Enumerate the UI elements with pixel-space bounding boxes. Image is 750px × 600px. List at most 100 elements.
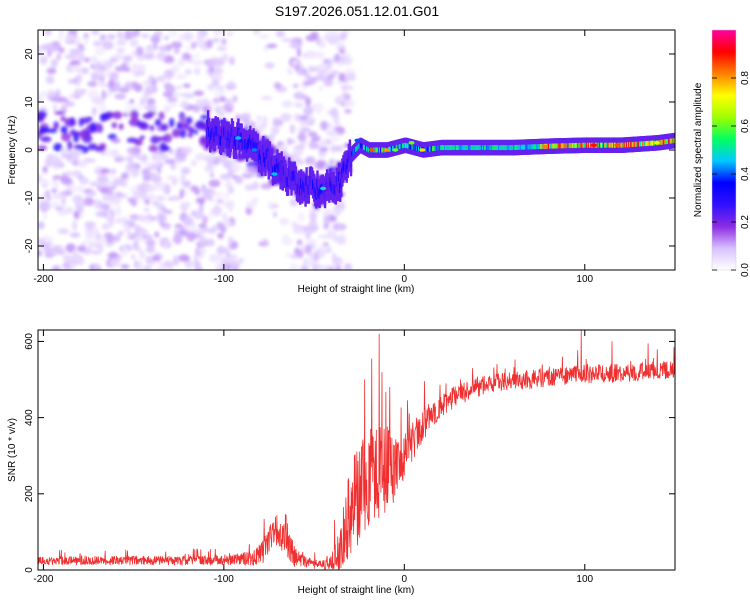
colorbar-tick-label: 0.8	[740, 71, 750, 85]
spectral-blob	[198, 204, 204, 215]
spectral-blob	[228, 80, 235, 87]
spectral-blob	[60, 125, 68, 134]
spectral-blob	[111, 168, 117, 174]
spectral-blob	[76, 255, 84, 264]
spectral-blob	[219, 173, 232, 180]
snr-x-axis-title: Height of straight line (km)	[298, 585, 415, 596]
spectral-blob	[234, 175, 244, 185]
spectral-blob	[72, 78, 78, 84]
spectral-blob	[218, 153, 227, 163]
spectral-blob	[116, 39, 127, 46]
spectral-blob	[157, 136, 167, 141]
spectral-blob	[203, 154, 215, 163]
ridge-hotspot	[419, 148, 426, 152]
spectral-blob	[79, 129, 87, 140]
spectral-blob	[89, 190, 97, 197]
spectral-blob	[299, 142, 305, 151]
colorbar-tick-label: 0.4	[740, 167, 750, 181]
spectral-blob	[224, 191, 230, 199]
spectral-blob	[309, 211, 318, 221]
spectral-blob	[318, 152, 325, 159]
spectral-blob	[84, 57, 90, 63]
spectral-blob	[65, 170, 74, 177]
spectral-blob	[38, 174, 42, 183]
spectral-blob	[291, 60, 298, 66]
spectral-blob	[331, 252, 337, 263]
spectral-blob	[251, 197, 259, 204]
spectral-blob	[222, 52, 229, 63]
spectral-blob	[76, 159, 89, 168]
spectral-blob	[314, 255, 319, 261]
spectral-blob	[163, 241, 168, 250]
spectral-blob	[173, 161, 181, 167]
spectral-blob	[218, 95, 227, 103]
spectral-blob	[193, 260, 202, 270]
spectral-blob	[70, 117, 75, 126]
spectral-blob	[53, 103, 58, 113]
spectral-blob	[293, 91, 305, 100]
spectrogram-x-ticks: -200 -100 0 100	[33, 30, 594, 285]
spectral-blob	[122, 55, 133, 62]
spectral-blob	[271, 125, 280, 136]
spectral-blob	[330, 133, 339, 144]
spectral-blob	[310, 224, 318, 233]
spectral-blob	[317, 247, 326, 258]
spectral-blob	[83, 35, 89, 46]
spectral-blob	[300, 127, 311, 133]
spectral-blob	[65, 33, 75, 44]
spectral-blob	[216, 262, 223, 270]
spectral-blob	[260, 183, 273, 190]
spectral-blob	[167, 75, 172, 81]
spectral-blob	[272, 211, 278, 218]
spectral-blob	[77, 245, 86, 253]
spectral-blob	[323, 78, 333, 87]
spectral-blob	[128, 30, 136, 39]
spectral-blob	[160, 123, 169, 131]
spectral-blob	[55, 88, 61, 99]
spectral-blob	[338, 72, 346, 83]
spectral-blob	[340, 49, 346, 54]
spectral-blob	[151, 174, 162, 184]
y-tick-label: 20	[24, 48, 35, 60]
spectral-blob	[343, 99, 356, 108]
spectral-blob	[180, 167, 191, 175]
spectral-blob	[98, 102, 107, 113]
spectral-blob	[208, 83, 215, 91]
spectral-blob	[133, 30, 141, 38]
ridge-hotspot	[383, 148, 390, 152]
spectral-blob	[318, 85, 323, 91]
spectral-blob	[153, 38, 161, 43]
spectral-blob	[51, 201, 60, 208]
spectral-blob	[190, 210, 199, 217]
spectral-blob	[140, 33, 150, 39]
x-tick-label: 100	[576, 274, 593, 285]
spectral-blob	[290, 253, 299, 260]
colorbar-tick-label: 0.0	[740, 263, 750, 277]
spectral-blob	[53, 121, 59, 130]
spectral-blob	[166, 175, 175, 181]
spectral-blob	[210, 104, 218, 110]
colorbar-frame	[711, 29, 737, 271]
spectral-blob	[38, 94, 42, 102]
spectral-blob	[70, 64, 83, 71]
spectral-blob	[54, 110, 66, 116]
spectral-blob	[344, 52, 351, 59]
spectral-blob	[209, 191, 218, 196]
spectral-blob	[148, 144, 158, 153]
spectral-blob	[202, 187, 210, 196]
spectral-blob	[104, 149, 114, 157]
spectral-blob	[297, 67, 305, 77]
spectral-blob	[187, 132, 194, 138]
spectral-blob	[156, 212, 167, 222]
colorbar-tick-label: 0.6	[740, 119, 750, 133]
spectral-blob	[302, 258, 309, 266]
spectral-blob	[89, 181, 99, 187]
spectral-blob	[230, 162, 241, 172]
spectral-blob	[107, 252, 119, 259]
spectral-blob	[179, 189, 184, 199]
spectral-blob	[344, 73, 356, 82]
spectral-blob	[291, 153, 299, 163]
spectral-blob	[178, 37, 183, 42]
spectral-blob	[294, 112, 301, 122]
spectral-blob	[150, 135, 161, 144]
